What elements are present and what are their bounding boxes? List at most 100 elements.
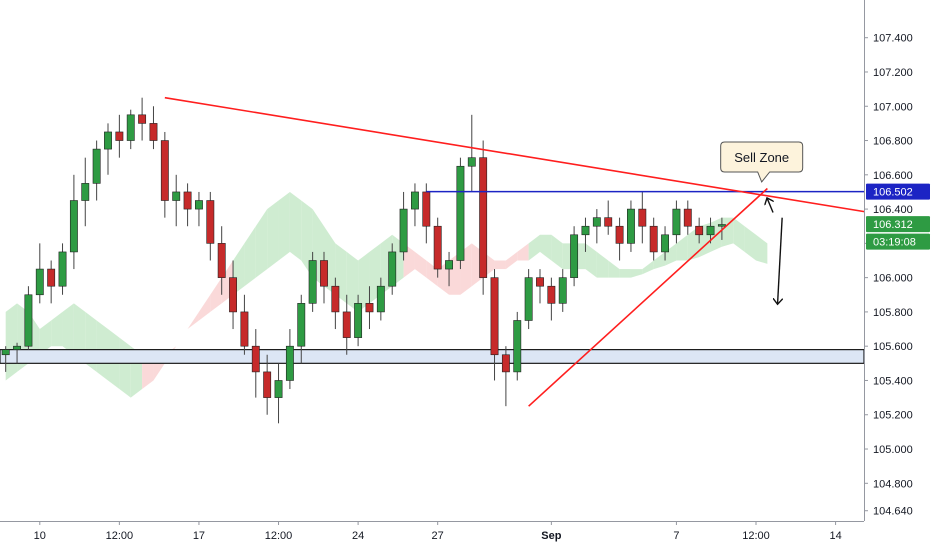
cloud-segment — [505, 251, 518, 270]
candle — [285, 329, 294, 390]
candle — [217, 226, 226, 295]
candle — [229, 260, 237, 330]
sell-zone-callout: Sell Zone — [720, 141, 804, 183]
candle — [604, 200, 613, 235]
candle-body-down — [263, 371, 272, 398]
candle — [422, 183, 431, 244]
candle-body-up — [92, 148, 101, 184]
candle — [411, 183, 419, 227]
time-tick-label: 7 — [673, 530, 679, 542]
candle — [467, 114, 476, 192]
cloud-segment — [528, 234, 540, 261]
candle-body-down — [433, 225, 442, 270]
sell-zone-callout-box — [720, 141, 804, 183]
time-tick-label: Sep — [541, 530, 561, 542]
cloud-segment — [733, 217, 745, 252]
price-tick-label: 106.400 — [873, 204, 913, 216]
cloud-segment — [642, 260, 654, 275]
cloud-segment — [278, 191, 290, 261]
candle — [399, 191, 408, 261]
cloud-segment — [517, 243, 529, 261]
cloud-segment — [289, 191, 302, 261]
candle — [683, 200, 692, 235]
cloud-segment — [608, 260, 620, 278]
candle — [501, 346, 510, 407]
candle — [297, 294, 306, 364]
candle — [115, 114, 124, 158]
candle-body-down — [331, 285, 340, 313]
ichimoku-cloud-layer — [5, 191, 768, 398]
candle-body-down — [683, 208, 692, 227]
cloud-segment — [39, 320, 52, 355]
candle-body-up — [13, 345, 21, 350]
candle-body-up — [104, 131, 112, 150]
cloud-segment — [267, 200, 279, 270]
candle — [581, 217, 590, 252]
time-tick-label: 10 — [34, 530, 46, 542]
cloud-segment — [5, 303, 18, 381]
candle-body-up — [69, 200, 78, 253]
candle-body-up — [627, 208, 635, 244]
price-axis[interactable]: 107.400 107.200 107.000 106.800 106.600 106.4… — [864, 0, 932, 550]
price-tick-label: 104.640 — [873, 506, 913, 518]
candle-body-up — [195, 200, 203, 210]
price-tick-label: 104.800 — [873, 478, 913, 490]
candle — [456, 157, 465, 270]
candle-body-up — [445, 260, 453, 270]
candle — [47, 260, 56, 304]
candle-body-down — [649, 225, 658, 253]
candle — [706, 217, 715, 244]
candle — [138, 97, 147, 141]
candle-body-down — [365, 303, 374, 313]
candle — [513, 311, 522, 381]
price-tag-background — [866, 183, 930, 200]
price-tag-label: 106.502 — [873, 187, 913, 199]
price-tag-background — [866, 233, 930, 250]
price-tick-label: 105.600 — [873, 341, 913, 353]
candle — [308, 251, 317, 312]
candle-body-up — [581, 225, 590, 236]
time-tick-label: 12:00 — [742, 530, 770, 542]
price-tick-label: 105.400 — [873, 375, 913, 387]
candle-body-up — [672, 208, 681, 236]
candle — [1, 346, 10, 372]
candle — [547, 277, 556, 321]
support-zone-layer — [0, 349, 865, 364]
candle-body-up — [524, 277, 533, 321]
candle-body-up — [35, 268, 44, 296]
cloud-segment — [301, 200, 313, 278]
price-axis-background — [864, 0, 932, 550]
time-tick-label: 12:00 — [265, 530, 293, 542]
candle-body-up — [376, 285, 385, 313]
price-tag: 106.312 — [866, 216, 930, 233]
time-axis[interactable]: 10 12:00 17 12:00 24 27 Sep 7 12:00 14 — [0, 521, 864, 550]
time-tick-label: 12:00 — [106, 530, 134, 542]
candle-body-down — [206, 200, 215, 244]
price-tick-label: 106.800 — [873, 136, 913, 148]
candle-body-up — [592, 217, 601, 227]
price-tag-label: 106.312 — [873, 219, 913, 231]
price-tick-label: 106.600 — [873, 170, 913, 182]
candle — [365, 286, 374, 330]
candle-body-down — [240, 311, 249, 347]
candle — [81, 157, 90, 227]
cloud-segment — [619, 269, 631, 278]
candle — [615, 217, 624, 261]
candle — [183, 183, 192, 227]
candle-body-up — [81, 183, 90, 201]
price-tick-label: 107.400 — [873, 33, 913, 45]
candle — [649, 217, 658, 261]
candle — [479, 140, 488, 295]
cloud-segment — [244, 226, 256, 287]
candle-body-down — [229, 277, 237, 313]
candle-body-up — [467, 157, 476, 167]
candle-body-down — [149, 123, 158, 141]
candle-body-up — [388, 251, 397, 287]
price-tag: 106.502 — [866, 183, 930, 200]
cloud-segment — [255, 209, 268, 278]
candle-body-up — [411, 191, 419, 210]
price-tick-label: 106.000 — [873, 273, 913, 285]
candle-body-down — [695, 225, 704, 236]
candle-body-down — [47, 268, 56, 287]
